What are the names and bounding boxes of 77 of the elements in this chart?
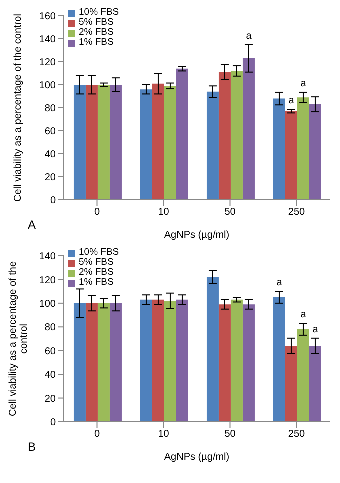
bar (309, 104, 322, 200)
y-tick-label: 0 (50, 418, 56, 429)
legend-label: 5% FBS (79, 257, 114, 268)
annotation: a (312, 324, 319, 336)
bar (164, 86, 176, 200)
y-tick-label: 60 (44, 126, 56, 138)
bar (230, 300, 243, 422)
x-tick-label: 50 (224, 429, 236, 440)
x-tick-label: 10 (158, 429, 170, 440)
x-axis-title: AgNPs (µg/ml) (164, 230, 230, 241)
y-tick-label: 120 (39, 275, 56, 286)
bar (74, 303, 86, 422)
bar (206, 277, 219, 422)
legend-label: 2% FBS (79, 27, 114, 38)
y-tick-label: 40 (44, 370, 56, 382)
bar (309, 346, 322, 422)
bar (74, 85, 86, 200)
y-tick-label: 0 (50, 196, 56, 207)
y-tick-label: 20 (44, 172, 56, 184)
x-tick-label: 10 (158, 207, 170, 218)
annotation: a (288, 96, 295, 107)
legend-label: 10% FBS (79, 7, 120, 18)
bar (297, 330, 310, 422)
y-tick-label: 100 (39, 80, 56, 92)
bar (242, 58, 255, 200)
y-tick-label: 140 (39, 252, 56, 263)
y-tick-label: 100 (39, 298, 56, 310)
x-tick-label: 250 (288, 429, 306, 440)
bar (86, 85, 98, 200)
bar (297, 98, 310, 200)
y-tick-label: 120 (39, 58, 56, 69)
y-tick-label: 80 (44, 104, 56, 115)
y-tick-label: 140 (39, 34, 56, 46)
y-tick-label: 40 (44, 150, 56, 161)
legend-label: 2% FBS (79, 267, 114, 278)
bar (273, 98, 286, 200)
legend-label: 1% FBS (79, 37, 114, 48)
annotation: a (246, 30, 252, 42)
x-axis-title: AgNPs (µg/ml) (164, 452, 230, 463)
bar (140, 90, 152, 200)
bar (242, 304, 255, 422)
y-axis-title: Cell viability as a percentage of the control (8, 261, 30, 417)
text: A (28, 218, 36, 232)
x-tick-label: 50 (224, 207, 236, 218)
bar (98, 303, 110, 422)
bar (285, 346, 298, 422)
bar (152, 84, 164, 200)
bar (285, 111, 298, 200)
bar (86, 303, 98, 422)
x-tick-label: 250 (288, 207, 306, 218)
x-tick-label: 0 (94, 207, 100, 218)
bar (176, 300, 188, 422)
y-tick-label: 160 (39, 12, 56, 23)
bar (110, 303, 122, 422)
y-tick-label: 60 (44, 346, 56, 358)
bar (176, 68, 188, 200)
y-tick-label: 80 (44, 322, 56, 334)
annotation: a (300, 78, 307, 90)
bar (164, 301, 176, 422)
bar (206, 92, 219, 200)
legend-label: 5% FBS (79, 17, 114, 28)
bar (230, 71, 243, 200)
annotation: a (276, 278, 283, 289)
legend-label: 1% FBS (79, 277, 114, 288)
x-tick-label: 0 (94, 429, 100, 440)
bar (140, 300, 152, 422)
annotation: a (300, 310, 307, 321)
text: B (28, 440, 36, 454)
bar (110, 85, 122, 200)
bar (273, 298, 286, 422)
bar (152, 300, 164, 422)
y-tick-label: 20 (44, 394, 56, 405)
bar (218, 304, 231, 422)
legend-label: 10% FBS (79, 247, 120, 258)
y-axis-title: Cell viability as a percentage of the control (13, 14, 24, 202)
bar (218, 72, 231, 200)
bar (98, 85, 110, 200)
